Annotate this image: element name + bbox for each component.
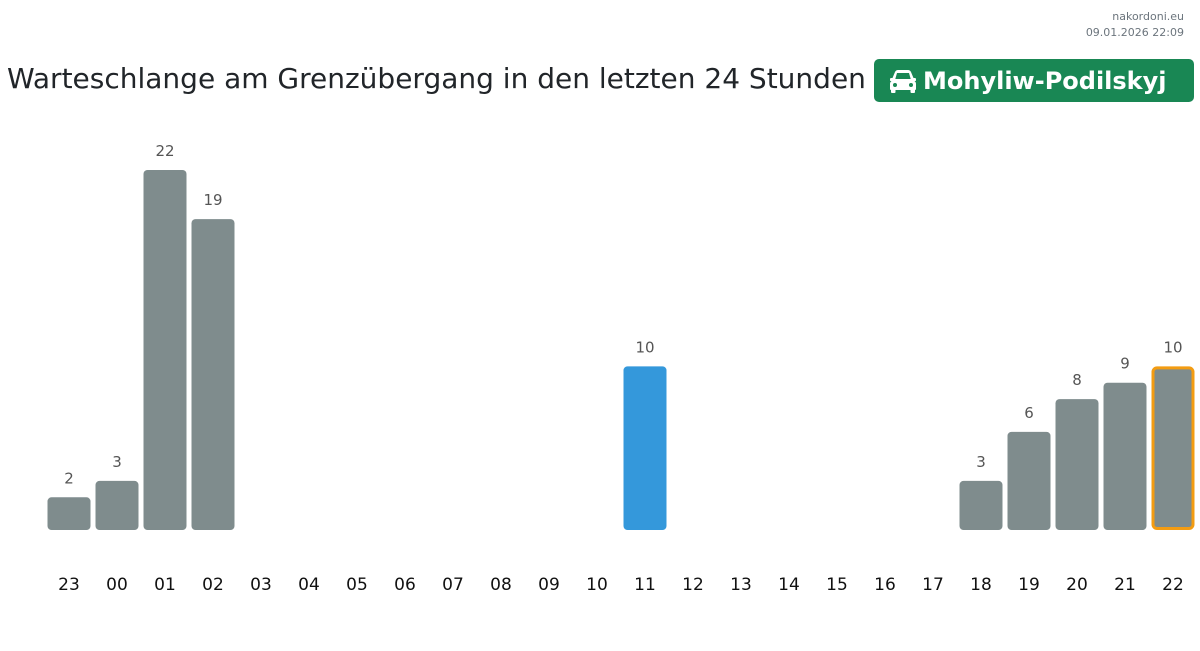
value-label-23: 2 — [64, 469, 74, 487]
value-label-22: 10 — [1163, 338, 1182, 356]
bar-22 — [1151, 366, 1195, 531]
x-tick-04: 04 — [298, 575, 320, 595]
value-label-19: 6 — [1024, 404, 1034, 422]
value-label-21: 9 — [1120, 355, 1130, 373]
value-label-11: 10 — [635, 338, 654, 356]
x-tick-11: 11 — [634, 575, 656, 595]
x-tick-06: 06 — [394, 575, 416, 595]
value-label-02: 19 — [203, 191, 222, 209]
x-tick-02: 02 — [202, 575, 224, 595]
car-icon — [890, 69, 916, 93]
bar-23 — [47, 497, 91, 530]
bar-19 — [1007, 431, 1051, 530]
bar-21 — [1103, 382, 1147, 530]
x-tick-13: 13 — [730, 575, 752, 595]
source-timestamp: 09.01.2026 22:09 — [1085, 26, 1184, 39]
x-tick-14: 14 — [778, 575, 800, 595]
x-tick-23: 23 — [58, 575, 80, 595]
bar-00 — [95, 480, 139, 530]
x-tick-05: 05 — [346, 575, 368, 595]
x-tick-00: 00 — [106, 575, 128, 595]
bar-02 — [191, 219, 235, 530]
x-tick-08: 08 — [490, 575, 512, 595]
x-tick-03: 03 — [250, 575, 272, 595]
x-tick-10: 10 — [586, 575, 608, 595]
x-tick-07: 07 — [442, 575, 464, 595]
bar-01 — [143, 170, 187, 530]
source-site: nakordoni.eu — [1112, 10, 1184, 23]
crossing-name: Mohyliw-Podilskyj — [923, 66, 1167, 95]
x-tick-01: 01 — [154, 575, 176, 595]
x-tick-16: 16 — [874, 575, 896, 595]
x-tick-17: 17 — [922, 575, 944, 595]
crossing-badge: Mohyliw-Podilskyj — [874, 59, 1194, 102]
value-label-20: 8 — [1072, 371, 1082, 389]
x-tick-22: 22 — [1162, 575, 1184, 595]
x-tick-21: 21 — [1114, 575, 1136, 595]
x-tick-15: 15 — [826, 575, 848, 595]
bar-18 — [959, 480, 1003, 530]
x-tick-20: 20 — [1066, 575, 1088, 595]
bar-11 — [623, 366, 667, 530]
x-tick-09: 09 — [538, 575, 560, 595]
value-label-01: 22 — [155, 142, 174, 160]
page-title: Warteschlange am Grenzübergang in den le… — [7, 62, 866, 95]
value-label-00: 3 — [112, 453, 122, 471]
bar-20 — [1055, 399, 1099, 530]
source-info: nakordoni.eu 09.01.2026 22:09 — [1086, 9, 1184, 41]
x-tick-12: 12 — [682, 575, 704, 595]
x-tick-18: 18 — [970, 575, 992, 595]
value-label-18: 3 — [976, 453, 986, 471]
x-tick-19: 19 — [1018, 575, 1040, 595]
